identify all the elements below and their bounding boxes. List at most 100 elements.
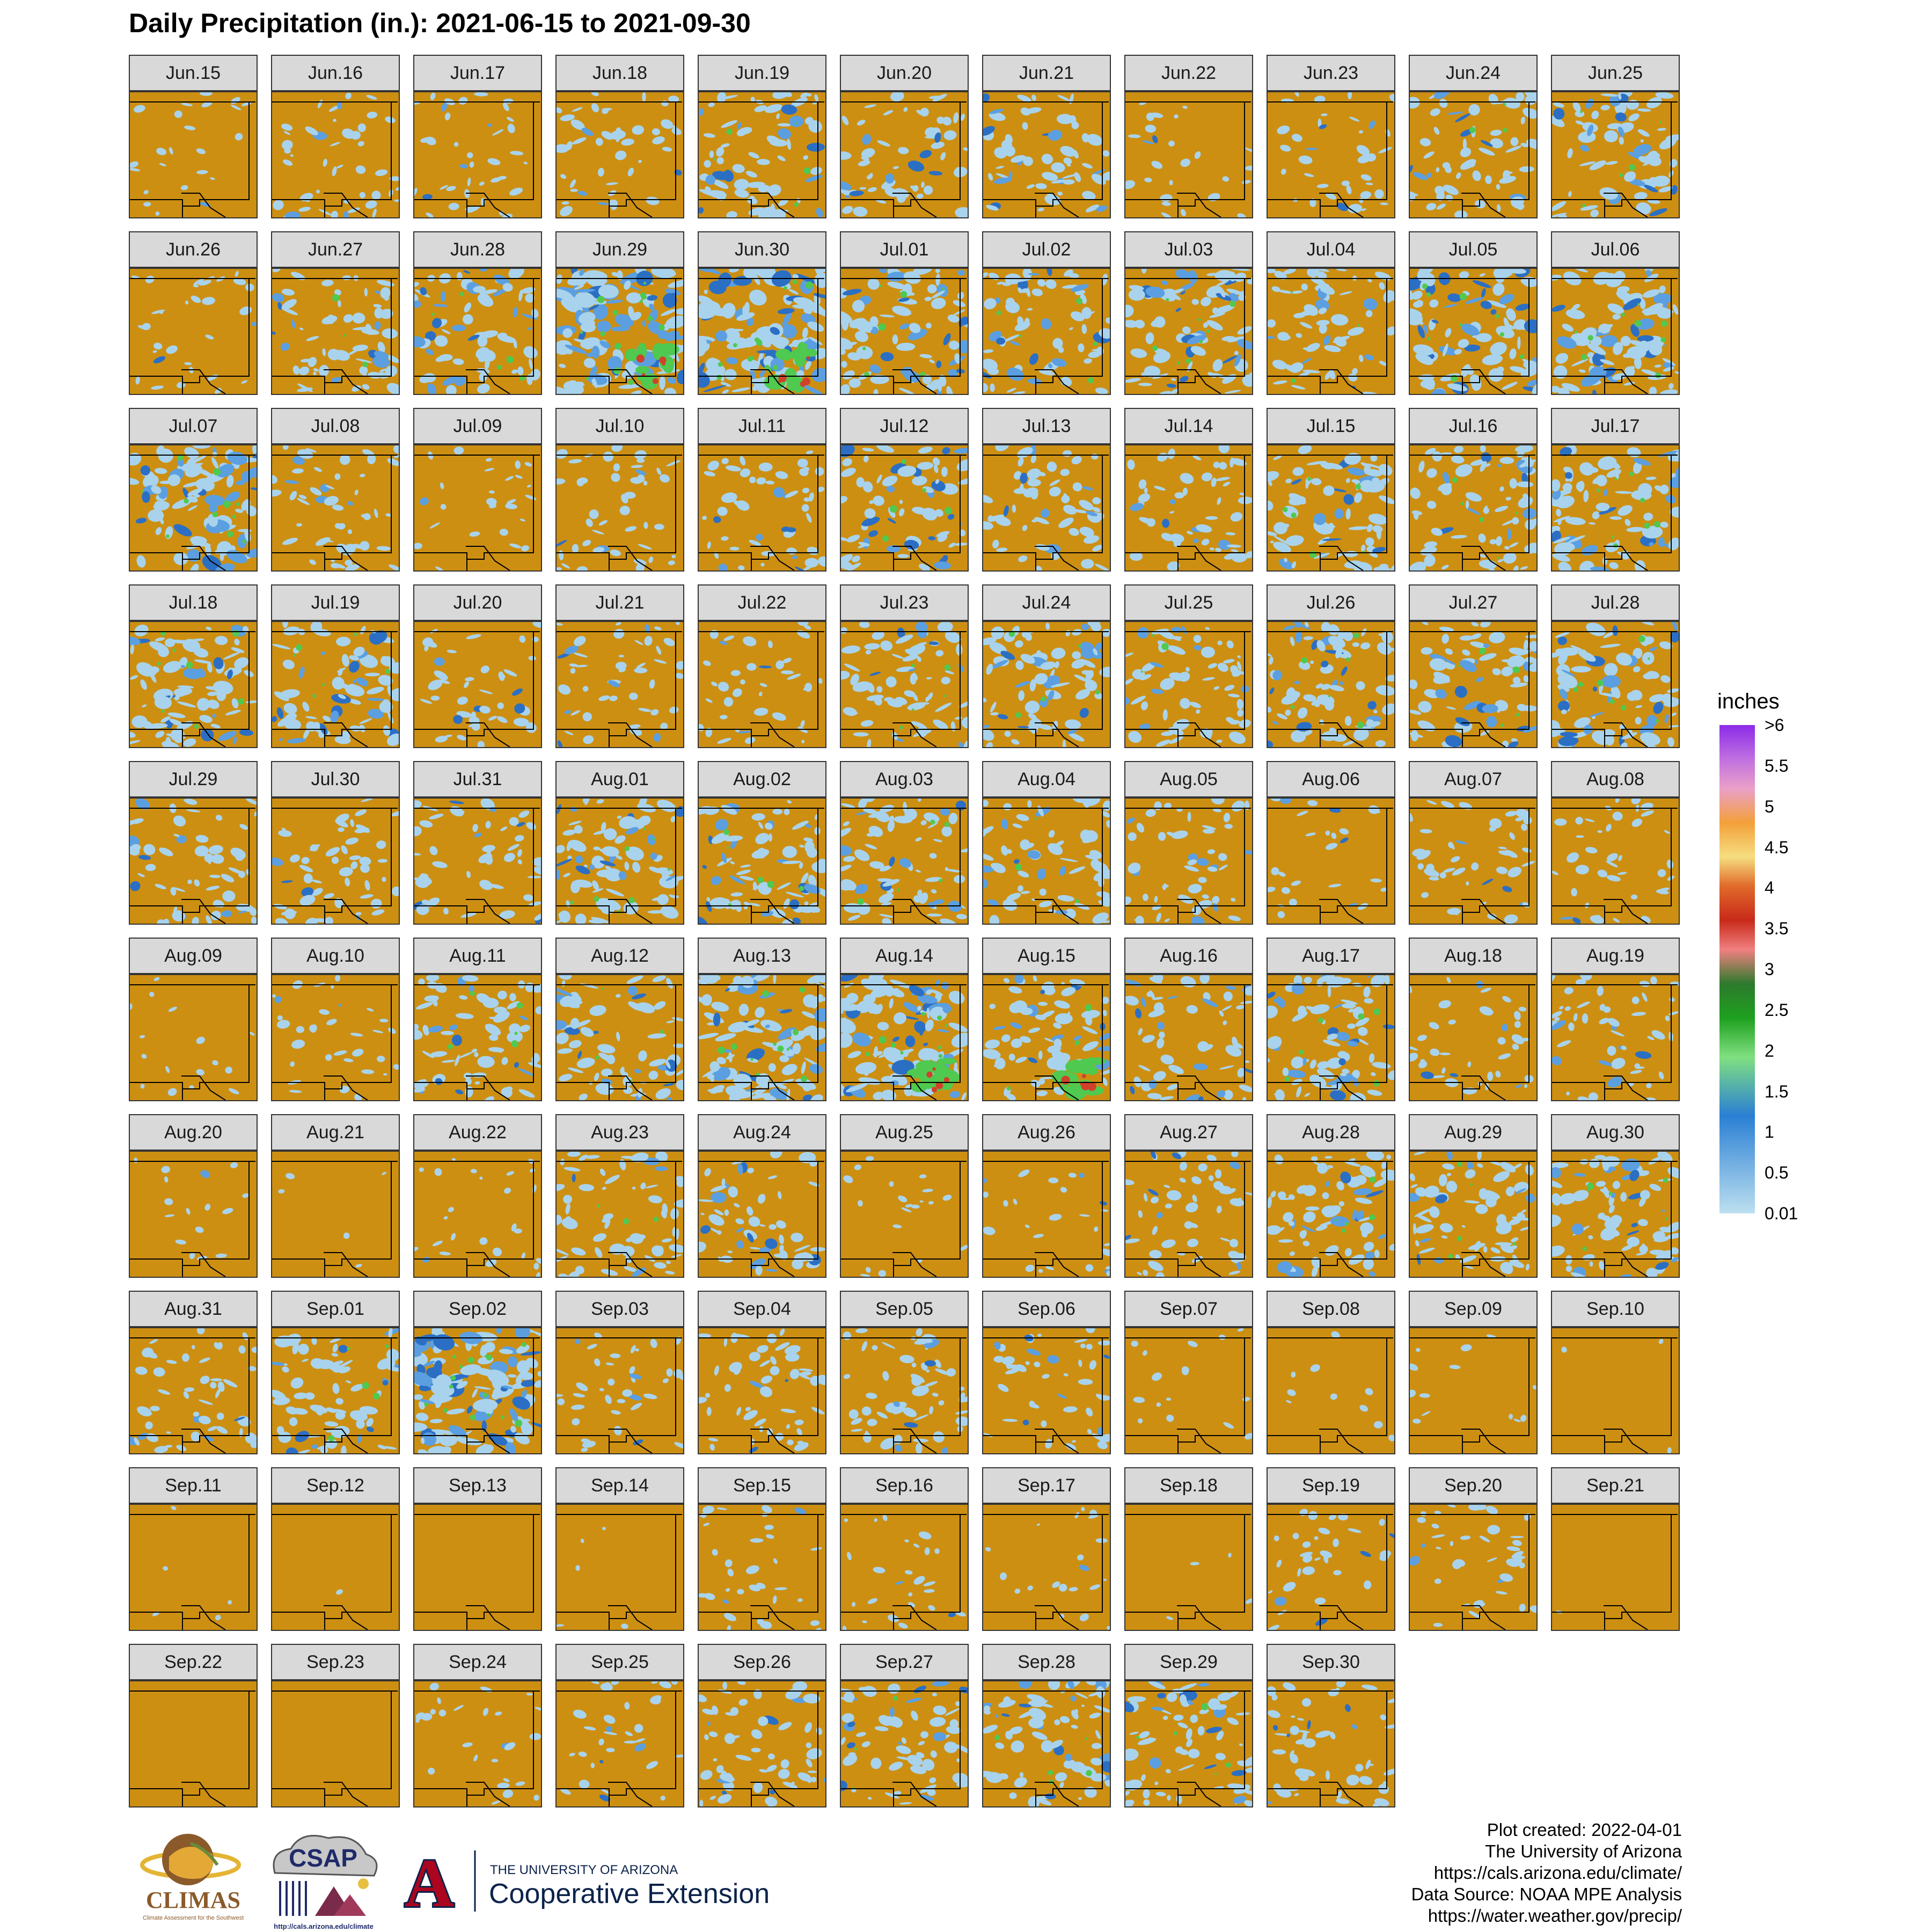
rain-cell [1046, 462, 1057, 472]
rain-cell [290, 1061, 295, 1067]
rain-cell [1506, 308, 1516, 321]
rain-cell [1225, 1045, 1242, 1057]
state-border [1410, 631, 1535, 747]
rain-cell [1082, 1041, 1099, 1051]
rain-cell [1125, 304, 1134, 318]
rain-cell [357, 123, 366, 133]
rain-cell [1524, 1084, 1528, 1088]
rain-cell [881, 902, 892, 906]
rain-cell [843, 821, 850, 826]
rain-cell [487, 123, 493, 127]
rain-cell [1489, 632, 1505, 643]
rain-cell [355, 912, 362, 916]
rain-cell [1606, 875, 1621, 882]
rain-cell [364, 880, 370, 891]
rain-cell [654, 659, 667, 664]
state-border [272, 984, 398, 1100]
rain-cell [841, 347, 846, 355]
rain-cell [1075, 689, 1091, 700]
rain-cell [1460, 147, 1472, 158]
rain-cell [1223, 659, 1235, 664]
international-border [1319, 722, 1364, 747]
rain-cell [353, 679, 356, 684]
rain-cell [313, 722, 320, 730]
rain-cell [1330, 1090, 1346, 1100]
state-border [1552, 631, 1678, 747]
rain-cell [1061, 982, 1065, 985]
rain-cell [1217, 1090, 1226, 1098]
rain-cell [750, 975, 770, 980]
state-border [699, 455, 824, 570]
rain-cell [1072, 651, 1081, 660]
rain-cell [713, 180, 729, 189]
rain-cell [1045, 623, 1050, 630]
rain-cell [572, 107, 583, 112]
rain-cell [841, 881, 852, 891]
rain-cell [610, 550, 621, 557]
rain-cell [557, 804, 561, 814]
rain-cell [841, 151, 852, 160]
rain-cell [867, 738, 872, 747]
rain-cell [1015, 640, 1023, 648]
rain-cell [434, 657, 445, 666]
rain-cell [1035, 566, 1042, 570]
rain-cell-heavy [1503, 103, 1506, 106]
rain-cell [704, 471, 715, 477]
rain-cell-heavy [1206, 329, 1210, 333]
rain-cell [507, 844, 519, 851]
rain-cell [433, 304, 448, 307]
rain-cell [1664, 714, 1669, 723]
rain-cell [1206, 320, 1223, 331]
rain-cell [782, 312, 792, 327]
rain-cell [435, 736, 448, 743]
map-panel: Jul.18 [129, 584, 258, 748]
rain-cell [929, 359, 935, 363]
rain-cell [149, 641, 169, 653]
rain-cell [1020, 1036, 1031, 1043]
rain-cell [225, 491, 240, 502]
rain-cell [299, 366, 310, 376]
rain-cell [993, 1026, 1006, 1030]
rain-cell [278, 830, 292, 837]
rain-cell-heavy [1291, 378, 1296, 383]
rain-cell [857, 120, 866, 126]
rain-cell [222, 890, 236, 902]
rain-cell [632, 125, 645, 135]
rain-cell [1480, 730, 1490, 736]
rain-cell [723, 898, 731, 910]
rain-cell [140, 465, 151, 475]
rain-cell [1017, 94, 1031, 102]
rain-cell [1135, 319, 1145, 328]
rain-cell [875, 199, 887, 204]
international-border [1461, 899, 1506, 924]
rain-cell [961, 716, 968, 729]
precip-map [1267, 797, 1395, 925]
rain-cell [1269, 687, 1275, 694]
rain-cell [1198, 877, 1207, 883]
international-border [750, 722, 795, 747]
rain-cell [345, 877, 350, 887]
precip-map [698, 444, 826, 572]
rain-cell [1268, 1036, 1282, 1049]
rain-cell [152, 350, 157, 353]
rain-cell [1282, 1067, 1289, 1077]
rain-cell [1615, 467, 1619, 480]
rain-cell [912, 269, 932, 275]
rain-cell [1388, 1070, 1394, 1080]
rain-cell [519, 1015, 529, 1021]
rain-cell [1563, 466, 1573, 473]
rain-cell [560, 997, 572, 1007]
panel-date-label: Aug.09 [129, 938, 258, 974]
rain-cell [557, 386, 573, 394]
precip-map-svg [841, 445, 968, 570]
rain-cell [1020, 1007, 1033, 1015]
rain-cell [1623, 382, 1635, 386]
rain-cell [568, 1271, 580, 1277]
precip-map-svg [983, 445, 1110, 570]
rain-cell [449, 800, 464, 804]
rain-cell [1345, 508, 1351, 520]
rain-cell [184, 362, 192, 365]
precip-map [1267, 444, 1395, 572]
rain-cell [184, 126, 196, 130]
rain-cell [455, 1089, 464, 1095]
